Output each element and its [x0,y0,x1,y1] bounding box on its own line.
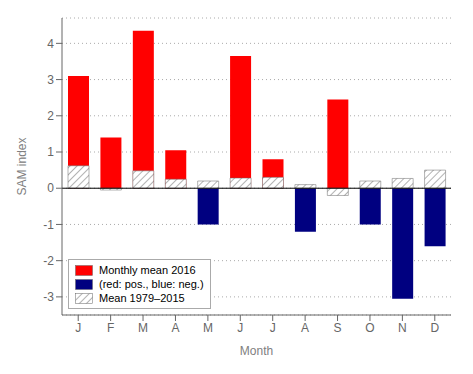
svg-text:Month: Month [240,344,273,358]
svg-text:S: S [334,321,342,335]
svg-text:2: 2 [47,109,54,123]
svg-text:N: N [398,321,407,335]
svg-text:O: O [365,321,374,335]
svg-text:F: F [107,321,114,335]
svg-text:-3: -3 [43,290,54,304]
svg-text:3: 3 [47,73,54,87]
svg-text:J: J [75,321,81,335]
html-text:(red: pos., blue: neg.): (red: pos., blue: neg.) [99,278,204,290]
svg-text:-2: -2 [43,254,54,268]
svg-text:SAM index: SAM index [15,137,29,195]
svg-text:J: J [237,321,243,335]
svg-text:-1: -1 [43,218,54,232]
svg-text:A: A [301,321,309,335]
html-text:Mean 1979–2015: Mean 1979–2015 [99,292,185,304]
svg-text:M: M [138,321,148,335]
svg-text:A: A [171,321,179,335]
svg-text:J: J [270,321,276,335]
svg-text:D: D [430,321,439,335]
svg-text:M: M [203,321,213,335]
svg-text:0: 0 [47,181,54,195]
html-text:Monthly mean 2016: Monthly mean 2016 [99,264,196,276]
svg-text:1: 1 [47,145,54,159]
svg-text:4: 4 [47,37,54,51]
